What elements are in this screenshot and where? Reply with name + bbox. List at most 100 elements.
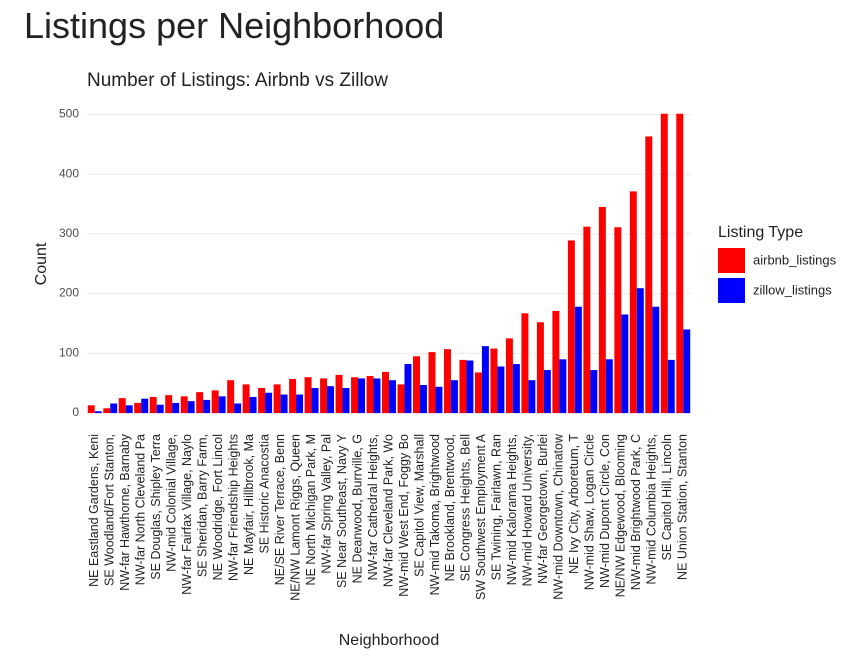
bar [110, 403, 118, 414]
bar [605, 359, 613, 414]
x-tick-label: NE Brookland, Brentwood, [443, 434, 457, 581]
bar [335, 374, 343, 414]
x-tick-label: NW-mid Shaw, Logan Circle [583, 434, 597, 590]
bar [273, 384, 281, 414]
x-tick-label: NW-mid Columbia Heights, [645, 434, 659, 585]
bar [474, 372, 482, 414]
bar [505, 338, 513, 414]
bar [428, 352, 436, 414]
bar [481, 346, 489, 414]
x-tick-label: NW-far Fairfax Village, Naylo [180, 434, 194, 595]
bar [149, 396, 157, 414]
bar [590, 370, 598, 414]
bar [636, 288, 644, 414]
bar [466, 360, 474, 414]
bar [559, 359, 567, 414]
bar [280, 394, 288, 414]
bar [629, 191, 637, 414]
x-tick-label: SE Woodland/Fort Stanton, [103, 434, 117, 586]
bar [382, 371, 389, 414]
bar [676, 113, 684, 414]
bar [103, 408, 111, 414]
x-tick-label: NW-far Spring Valley, Pal [319, 434, 333, 574]
x-tick-label: SE Douglas, Shipley Terra [149, 434, 163, 580]
x-tick-label: SE Historic Anacostia [257, 434, 271, 554]
bar [351, 377, 359, 414]
bar [87, 405, 95, 414]
x-tick-label: NW-mid Howard University, [521, 434, 535, 586]
bar [443, 349, 451, 414]
bar [249, 396, 257, 414]
x-tick-label: NW-mid Kalorama Heights, [505, 434, 519, 585]
y-tick-label: 500 [59, 107, 79, 121]
bar [296, 394, 304, 414]
bar [552, 310, 560, 414]
bar [156, 404, 164, 414]
y-tick-label: 100 [59, 345, 79, 359]
x-tick-label: NW-mid Colonial Village, [164, 434, 178, 572]
bar [413, 356, 420, 414]
bar [567, 240, 575, 414]
bar [459, 359, 467, 414]
bar [598, 206, 606, 414]
legend-key [718, 248, 745, 273]
x-tick-label: NE Woodridge, Fort Lincol [211, 434, 225, 580]
y-tick-label: 300 [59, 226, 79, 240]
bar [258, 387, 266, 414]
bar [358, 378, 365, 414]
x-tick-label: NW-mid Brightwood Park, C [629, 434, 643, 590]
bar [196, 392, 204, 414]
bar [512, 364, 520, 414]
bar [621, 314, 629, 414]
bar [94, 411, 102, 414]
x-tick-label: SE Near Southeast, Navy Y [335, 433, 349, 588]
legend-label: airbnb_listings [753, 252, 837, 267]
bar [435, 386, 443, 414]
bar [389, 380, 396, 414]
bar [134, 402, 142, 414]
bar [543, 370, 551, 414]
bar [289, 379, 297, 414]
x-tick-label: SE Capitol View, Marshall [412, 434, 426, 577]
x-tick-label: NE Deanwood, Burrville, G [350, 434, 364, 583]
bar [660, 113, 668, 414]
bar [373, 378, 381, 414]
bar [645, 136, 653, 414]
bar [528, 380, 536, 414]
bar [652, 306, 660, 414]
bar [536, 322, 544, 414]
bar [165, 395, 173, 414]
bar [320, 378, 328, 414]
bar [118, 398, 126, 414]
bar [211, 390, 219, 414]
bar [203, 399, 211, 414]
x-tick-label: SE Capitol Hill, Lincoln [660, 434, 674, 560]
x-tick-label: NW-mid West End, Foggy Bo [397, 434, 411, 597]
x-tick-label: NW-far Georgetown, Burlei [536, 434, 550, 584]
bar [614, 227, 622, 414]
bar [366, 376, 374, 414]
bar [141, 398, 149, 414]
x-tick-label: NE/NW Lamont Riggs, Queen [288, 434, 302, 601]
x-tick-label: NW-far Friendship Heights [226, 434, 240, 581]
x-tick-label: SE Congress Heights, Bell [459, 434, 473, 581]
bar [667, 359, 675, 414]
bar [242, 384, 250, 414]
bar [187, 401, 195, 414]
x-tick-label: NW-mid Takoma, Brightwood [428, 434, 442, 595]
y-tick-label: 400 [59, 166, 79, 180]
bar [404, 364, 412, 414]
x-axis-title: Neighborhood [339, 632, 440, 649]
bar [311, 387, 319, 414]
chart-title: Number of Listings: Airbnb vs Zillow [87, 70, 388, 91]
bar [327, 386, 335, 414]
legend-key [718, 278, 745, 303]
y-tick-label: 0 [72, 405, 79, 419]
bar [419, 384, 427, 414]
bar [583, 226, 591, 414]
x-tick-label: NW-far North Cleveland Pa [134, 434, 148, 585]
bar [227, 380, 235, 414]
bar [172, 402, 180, 414]
bar [304, 377, 312, 414]
